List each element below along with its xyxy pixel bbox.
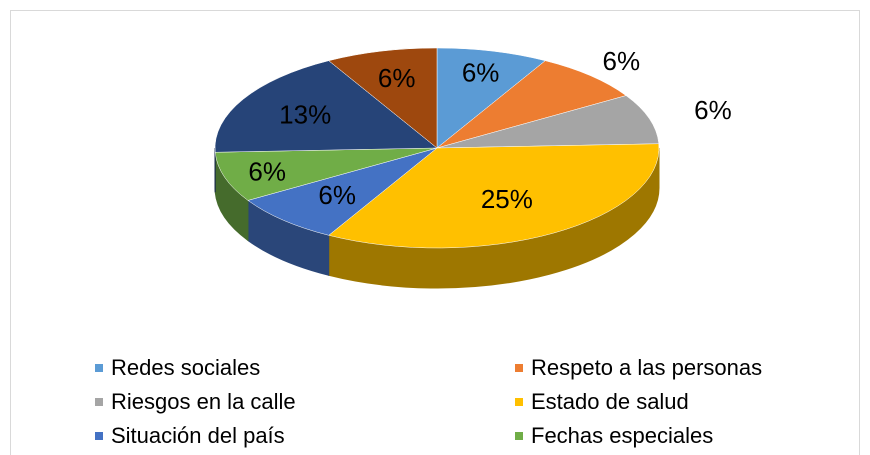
pie-slice xyxy=(214,60,438,153)
legend-label: Respeto a las personas xyxy=(531,355,762,380)
pie-slice xyxy=(214,147,438,201)
data-label: 13% xyxy=(279,100,331,130)
data-label: 6% xyxy=(318,180,356,210)
legend-swatch xyxy=(95,432,103,440)
data-label: 6% xyxy=(462,57,500,87)
data-label: 6% xyxy=(694,95,732,125)
pie-slice xyxy=(436,95,660,149)
legend-label: Riesgos en la calle xyxy=(111,389,296,414)
legend-label: Redes sociales xyxy=(111,355,260,380)
pie-slice xyxy=(247,147,438,236)
legend-swatch xyxy=(515,398,523,406)
pie-slice xyxy=(436,47,546,149)
legend-label: Fechas especiales xyxy=(531,423,713,448)
legend-swatch xyxy=(95,398,103,406)
legend-label: Situación del país xyxy=(111,423,285,448)
data-label: 25% xyxy=(481,184,533,214)
legend-label: Estado de salud xyxy=(531,389,689,414)
data-label: 6% xyxy=(378,63,416,93)
pie-slice xyxy=(328,47,438,149)
legend-swatch xyxy=(95,364,103,372)
data-label: 6% xyxy=(603,46,641,76)
pie-slice xyxy=(328,143,660,249)
data-label: 6% xyxy=(248,156,286,186)
legend-swatch xyxy=(515,364,523,372)
legend-swatch xyxy=(515,432,523,440)
pie-slice xyxy=(436,60,627,149)
